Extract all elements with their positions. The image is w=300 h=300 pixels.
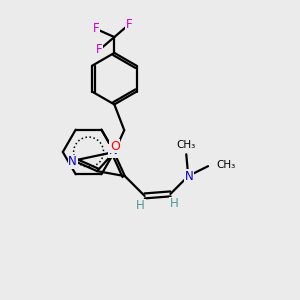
Text: CH₃: CH₃ xyxy=(177,140,196,150)
Text: H: H xyxy=(170,197,179,210)
Text: N: N xyxy=(68,155,77,168)
Text: CH₃: CH₃ xyxy=(216,160,235,170)
Text: F: F xyxy=(126,18,133,31)
Text: O: O xyxy=(110,140,120,153)
Text: H: H xyxy=(136,199,145,212)
Text: N: N xyxy=(109,145,118,158)
Text: N: N xyxy=(185,169,194,183)
Text: F: F xyxy=(93,22,100,34)
Text: F: F xyxy=(96,44,103,56)
